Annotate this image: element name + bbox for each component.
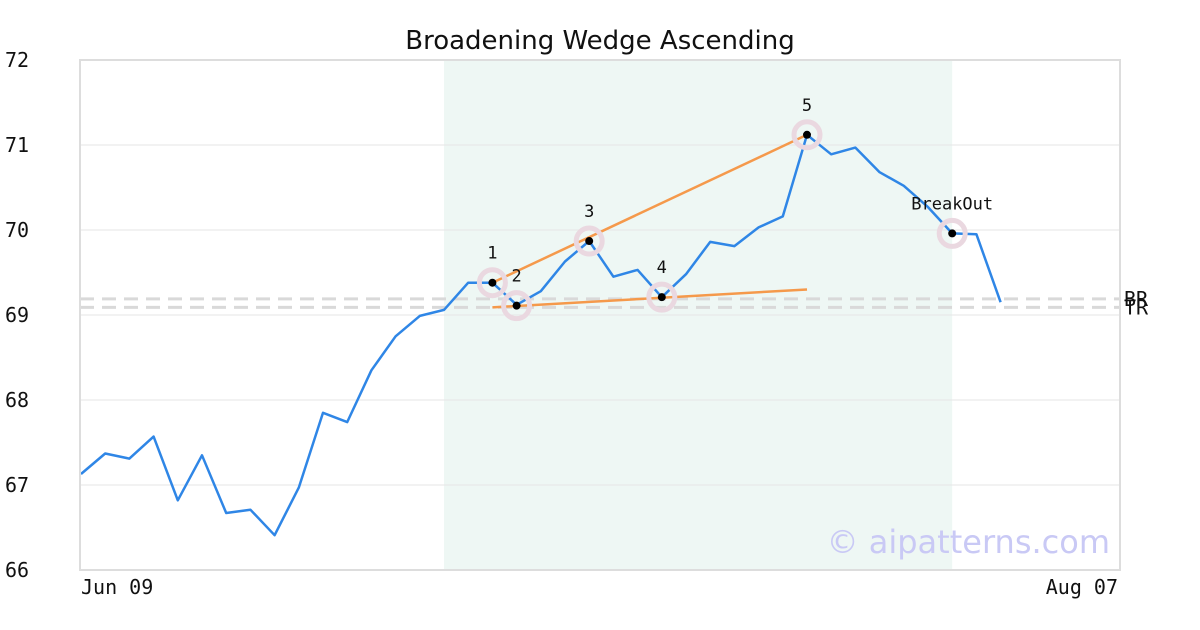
y-tick-label: 69 [5,303,29,327]
point-label: 2 [511,267,521,287]
point-halo [646,281,678,313]
y-tick-label: 68 [5,388,29,412]
point-halo [476,267,508,299]
y-tick-label: 70 [5,218,29,242]
y-tick-label: 67 [5,473,29,497]
point-marker [585,237,594,246]
point-label: BreakOut [911,194,993,214]
plot-frame [79,59,1121,571]
x-tick-label: Jun 09 [81,575,153,599]
trendline [491,133,808,284]
watermark-text: © aipatterns.com [827,523,1110,561]
x-axis-ticks: Jun 09 Aug 07 [81,575,1118,599]
point-label: 4 [657,258,667,278]
y-tick-label: 66 [5,558,29,582]
pattern-points: 12 3 4 5 BreakOut [476,96,993,322]
point-marker [948,229,957,238]
y-axis-ticks: 66 67 68 69 70 71 72 [5,48,29,582]
point-halo [791,119,823,151]
point-marker [803,130,811,139]
reference-line-label: TR [1124,295,1149,319]
point-label: 3 [584,202,594,222]
point-label: 1 [487,244,497,264]
point-halo [501,290,533,322]
y-tick-label: 72 [5,48,29,72]
y-tick-label: 71 [5,133,29,157]
chart-title: Broadening Wedge Ascending [405,26,795,56]
reference-line-label: BR [1124,287,1149,311]
point-label: 5 [802,96,812,116]
point-marker [512,301,521,310]
point-marker [657,293,666,302]
point-halo [573,225,605,257]
x-tick-label: Aug 07 [1046,575,1118,599]
price-series [80,133,1002,537]
point-marker [488,278,497,287]
price-line [80,133,1002,537]
point-halo [936,217,968,249]
